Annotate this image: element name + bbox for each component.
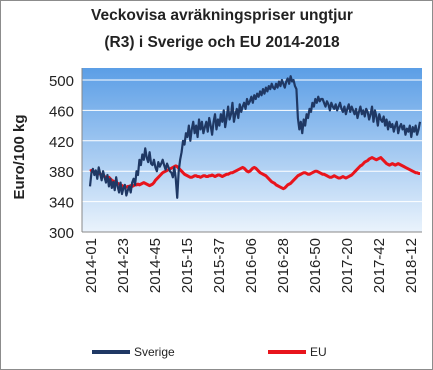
y-tick-label: 340 <box>49 195 74 212</box>
chart-title: (R3) i Sverige och EU 2014-2018 <box>104 34 340 51</box>
x-tick-label: 2017-42 <box>371 238 388 293</box>
y-tick-label: 460 <box>49 103 74 120</box>
y-tick-label: 420 <box>49 134 74 151</box>
x-tick-label: 2014-45 <box>147 238 164 293</box>
x-tick-label: 2016-28 <box>275 238 292 293</box>
chart-title: Veckovisa avräkningspriser ungtjur <box>91 7 353 24</box>
series-line <box>88 75 422 199</box>
y-axis-title: Euro/100 kg <box>11 114 28 199</box>
y-tick-label: 380 <box>49 164 74 181</box>
x-tick-label: 2014-01 <box>83 238 100 293</box>
x-tick-label: 2015-37 <box>211 238 228 293</box>
x-tick-label: 2015-15 <box>179 238 196 293</box>
plot-area <box>82 68 422 232</box>
y-tick-label: 500 <box>49 73 74 90</box>
y-tick-label: 300 <box>49 225 74 242</box>
legend-label: EU <box>310 345 327 359</box>
x-tick-label: 2016-50 <box>307 238 324 293</box>
x-tick-label: 2014-23 <box>115 238 132 293</box>
series-line <box>89 156 421 191</box>
x-tick-label: 2017-20 <box>339 238 356 293</box>
x-tick-label: 2016-06 <box>243 238 260 293</box>
legend-label: Sverige <box>134 345 175 359</box>
x-tick-label: 2018-12 <box>403 238 420 293</box>
